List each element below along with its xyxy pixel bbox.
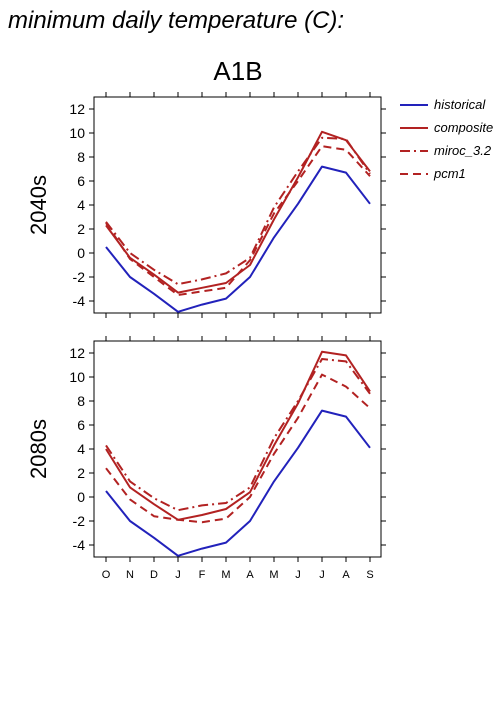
- x-tick-label: J: [295, 569, 301, 581]
- y-tick-label: -4: [73, 537, 86, 553]
- legend-label-historical: historical: [434, 97, 486, 112]
- x-tick-label: S: [366, 569, 373, 581]
- x-tick-label: D: [150, 569, 158, 581]
- y-tick-label: 4: [77, 197, 85, 213]
- figure-title: minimum daily temperature (C):: [8, 7, 344, 34]
- x-tick-label: J: [175, 569, 181, 581]
- x-tick-label: M: [269, 569, 278, 581]
- y-tick-label: 12: [69, 101, 85, 117]
- scenario-label: A1B: [213, 56, 262, 86]
- x-tick-label: J: [319, 569, 325, 581]
- legend-label-miroc_3.2: miroc_3.2: [434, 143, 492, 158]
- legend-label-composite: composite: [434, 120, 493, 135]
- x-tick-label: M: [221, 569, 230, 581]
- y-tick-label: 0: [77, 489, 85, 505]
- legend-label-pcm1: pcm1: [433, 166, 466, 181]
- legend: historical composite miroc_3.2 pcm1: [400, 97, 493, 181]
- panels: -4 -2 0 2 4 6 8 10 12 2040s -4 -2 0 2 4 6 8 10 12 O N D J F M A M J…: [26, 92, 386, 581]
- panel-label: 2080s: [26, 419, 51, 479]
- y-tick-label: 2: [77, 221, 85, 237]
- y-tick-label: 2: [77, 465, 85, 481]
- panel-label: 2040s: [26, 175, 51, 235]
- plot-frame: [93, 340, 382, 558]
- y-tick-label: 6: [77, 173, 85, 189]
- series-line-composite: [105, 350, 371, 521]
- series-line-composite: [105, 130, 371, 294]
- y-tick-label: 12: [69, 345, 85, 361]
- y-tick-label: 0: [77, 245, 85, 261]
- y-tick-label: 10: [69, 369, 85, 385]
- x-tick-label: N: [126, 569, 134, 581]
- panel-2040s: -4 -2 0 2 4 6 8 10 12 2040s: [26, 92, 386, 318]
- plot-frame: [93, 96, 382, 314]
- y-tick-label: -2: [73, 513, 86, 529]
- y-tick-label: 8: [77, 393, 85, 409]
- series-line-historical: [105, 409, 371, 557]
- y-tick-label: 8: [77, 149, 85, 165]
- panel-2080s: -4 -2 0 2 4 6 8 10 12 O N D J F M A M J J A S 2080s: [26, 336, 386, 581]
- series-line-miroc_3.2: [105, 136, 371, 286]
- x-tick-label: F: [199, 569, 206, 581]
- x-tick-label: A: [342, 569, 350, 581]
- y-tick-label: 4: [77, 441, 85, 457]
- x-tick-label: O: [102, 569, 111, 581]
- y-tick-label: -2: [73, 269, 86, 285]
- y-tick-label: 10: [69, 125, 85, 141]
- y-tick-label: 6: [77, 417, 85, 433]
- y-tick-label: -4: [73, 293, 86, 309]
- series-line-miroc_3.2: [105, 358, 371, 512]
- series-line-historical: [105, 165, 371, 313]
- series-line-pcm1: [105, 373, 371, 524]
- x-tick-label: A: [246, 569, 254, 581]
- series-line-pcm1: [105, 145, 371, 296]
